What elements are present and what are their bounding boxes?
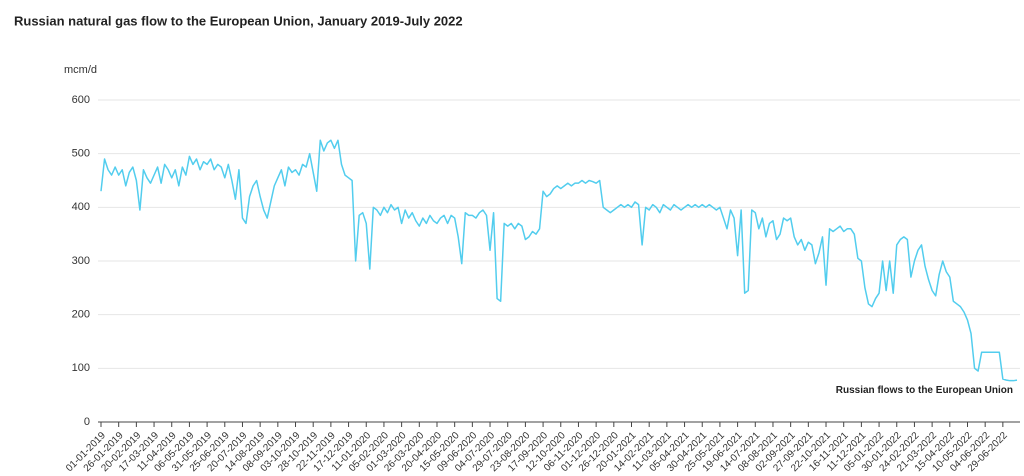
y-tick-label: 400	[72, 201, 90, 213]
y-tick-label: 300	[72, 255, 90, 267]
data-line	[100, 139, 1018, 382]
y-tick-label: 0	[84, 416, 90, 428]
y-tick-label: 100	[72, 362, 90, 374]
chart-title: Russian natural gas flow to the European…	[14, 13, 463, 28]
y-tick-label: 500	[72, 148, 90, 160]
series-label: Russian flows to the European Union	[836, 385, 1013, 396]
y-tick-label: 600	[72, 94, 90, 106]
y-tick-label: 200	[72, 309, 90, 321]
y-unit: mcm/d	[64, 64, 97, 76]
